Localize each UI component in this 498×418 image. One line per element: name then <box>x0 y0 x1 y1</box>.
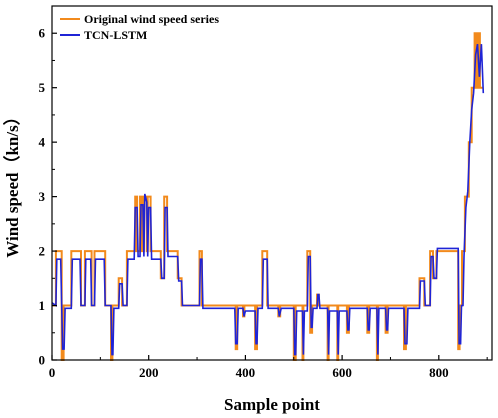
legend: Original wind speed series TCN-LSTM <box>60 12 219 42</box>
legend-label-original: Original wind speed series <box>84 12 219 26</box>
series-tcn-lstm-line <box>51 43 485 356</box>
y-tick-label: 3 <box>39 189 46 204</box>
y-tick-label: 6 <box>39 26 46 41</box>
ticks-layer: 0 200 400 600 800 0 1 2 3 4 5 6 <box>39 26 488 380</box>
x-tick-label: 400 <box>236 365 256 380</box>
series-layer <box>51 32 485 361</box>
x-tick-label: 800 <box>429 365 449 380</box>
y-axis-title: Wind speed（kn/s） <box>2 108 22 257</box>
y-tick-label: 0 <box>39 353 46 368</box>
y-tick-label: 5 <box>39 80 46 95</box>
y-tick-label: 1 <box>39 298 46 313</box>
x-tick-label: 0 <box>49 365 56 380</box>
x-tick-label: 200 <box>139 365 159 380</box>
y-tick-label: 4 <box>39 135 46 150</box>
legend-label-tcn-lstm: TCN-LSTM <box>84 28 147 42</box>
y-tick-label: 2 <box>39 244 46 259</box>
series-original-line <box>52 32 484 361</box>
plot-frame <box>51 5 493 361</box>
x-tick-label: 600 <box>332 365 352 380</box>
x-axis-title: Sample point <box>224 395 320 414</box>
